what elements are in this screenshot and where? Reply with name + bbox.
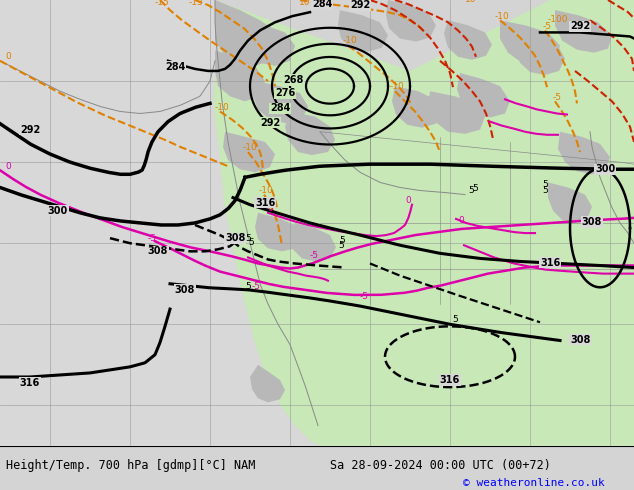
Polygon shape [548,182,592,223]
Text: -10: -10 [390,82,404,91]
Polygon shape [213,0,634,446]
Text: -10: -10 [342,36,358,45]
Polygon shape [253,81,308,123]
Text: 308: 308 [582,217,602,227]
Text: -13: -13 [189,0,204,6]
Text: 308: 308 [148,246,168,256]
Polygon shape [555,10,612,53]
Text: 5: 5 [245,234,251,243]
Text: © weatheronline.co.uk: © weatheronline.co.uk [463,478,605,488]
Polygon shape [558,132,610,174]
Text: 10: 10 [465,0,477,4]
Text: 284: 284 [270,103,290,114]
Text: 268: 268 [283,75,304,85]
Text: 300: 300 [595,164,615,174]
Text: 308: 308 [570,335,590,344]
Text: 5: 5 [542,186,548,195]
Text: 0: 0 [5,52,11,61]
Polygon shape [215,50,265,101]
Text: -10: -10 [243,144,257,152]
Polygon shape [444,20,492,60]
Text: 0: 0 [267,204,273,213]
Text: -5: -5 [148,234,157,243]
Text: 10: 10 [299,0,311,6]
Text: 276: 276 [275,88,295,98]
Text: 316: 316 [20,378,40,388]
Text: 284: 284 [165,62,185,72]
Text: 292: 292 [20,125,40,135]
Text: 5: 5 [245,282,251,291]
Text: Height/Temp. 700 hPa [gdmp][°C] NAM: Height/Temp. 700 hPa [gdmp][°C] NAM [6,459,256,472]
Text: -100: -100 [548,15,569,24]
Text: 5: 5 [472,184,478,193]
Polygon shape [215,0,280,66]
Text: -10: -10 [215,103,230,112]
Text: 5: 5 [339,236,345,245]
Text: 0: 0 [405,196,411,205]
Polygon shape [235,20,295,66]
Polygon shape [250,365,285,402]
Text: 292: 292 [260,118,280,128]
Polygon shape [255,213,302,251]
Text: -10: -10 [259,186,273,195]
Polygon shape [290,223,336,262]
Text: 284: 284 [312,0,332,9]
Polygon shape [516,32,565,75]
Text: 308: 308 [225,233,245,243]
Text: 5: 5 [452,315,458,324]
Polygon shape [386,0,436,42]
Text: 0: 0 [458,216,463,225]
Text: 316: 316 [440,375,460,385]
Text: -5: -5 [552,93,562,102]
Text: 308: 308 [175,285,195,295]
Text: 300: 300 [48,206,68,216]
Text: -10: -10 [495,12,509,21]
Polygon shape [338,10,388,51]
Polygon shape [457,73,510,118]
Text: 316: 316 [255,197,275,208]
Polygon shape [0,0,215,123]
Text: 292: 292 [350,0,370,10]
Text: -15: -15 [155,0,169,6]
Text: -5: -5 [360,292,369,301]
Polygon shape [285,112,335,155]
Text: Sa 28-09-2024 00:00 UTC (00+72): Sa 28-09-2024 00:00 UTC (00+72) [330,459,550,472]
Polygon shape [392,86,442,128]
Text: 292: 292 [570,22,590,31]
Polygon shape [223,132,275,172]
Text: 5: 5 [468,186,474,195]
Polygon shape [428,91,485,134]
Text: -5: -5 [310,251,319,260]
Text: 0: 0 [5,162,11,171]
Text: 5: 5 [338,241,344,250]
Text: -5: -5 [543,22,552,31]
Text: 316: 316 [540,258,560,268]
Text: -5: -5 [252,282,261,291]
Text: 5: 5 [248,238,254,247]
Text: 5: 5 [542,180,548,190]
Polygon shape [500,20,560,66]
Polygon shape [0,0,320,446]
